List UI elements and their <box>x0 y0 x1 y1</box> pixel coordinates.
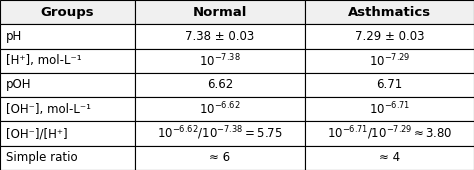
Text: 7.29 ± 0.03: 7.29 ± 0.03 <box>355 30 424 43</box>
Bar <box>305 146 474 170</box>
Text: Groups: Groups <box>41 6 94 19</box>
Text: $10^{-7.29}$: $10^{-7.29}$ <box>369 52 410 69</box>
Bar <box>0 97 135 121</box>
Text: ≈ 6: ≈ 6 <box>210 151 230 164</box>
Bar <box>135 73 305 97</box>
Bar <box>135 146 305 170</box>
Text: [H⁺], mol-L⁻¹: [H⁺], mol-L⁻¹ <box>6 54 82 67</box>
Bar <box>0 73 135 97</box>
Bar <box>0 24 135 49</box>
Text: 6.71: 6.71 <box>376 79 402 91</box>
Text: pH: pH <box>6 30 22 43</box>
Bar <box>135 97 305 121</box>
Text: $10^{-6.62}$: $10^{-6.62}$ <box>199 101 241 118</box>
Text: Asthmatics: Asthmatics <box>348 6 431 19</box>
Text: $10^{-6.71}/10^{-7.29} \approx 3.80$: $10^{-6.71}/10^{-7.29} \approx 3.80$ <box>327 125 452 142</box>
Text: 7.38 ± 0.03: 7.38 ± 0.03 <box>185 30 255 43</box>
Text: pOH: pOH <box>6 79 31 91</box>
Bar <box>305 0 474 24</box>
Bar <box>305 97 474 121</box>
Text: ≈ 4: ≈ 4 <box>379 151 400 164</box>
Bar <box>135 0 305 24</box>
Bar <box>0 0 135 24</box>
Text: $10^{-6.62}/10^{-7.38} = 5.75$: $10^{-6.62}/10^{-7.38} = 5.75$ <box>157 125 283 142</box>
Bar <box>0 146 135 170</box>
Text: 6.62: 6.62 <box>207 79 233 91</box>
Text: [OH⁻]/[H⁺]: [OH⁻]/[H⁺] <box>6 127 67 140</box>
Text: $10^{-7.38}$: $10^{-7.38}$ <box>199 52 241 69</box>
Bar <box>0 121 135 146</box>
Text: $10^{-6.71}$: $10^{-6.71}$ <box>369 101 410 118</box>
Text: Simple ratio: Simple ratio <box>6 151 77 164</box>
Bar <box>135 49 305 73</box>
Bar <box>0 49 135 73</box>
Bar <box>135 24 305 49</box>
Text: Normal: Normal <box>193 6 247 19</box>
Bar <box>135 121 305 146</box>
Bar <box>305 73 474 97</box>
Bar <box>305 24 474 49</box>
Bar <box>305 121 474 146</box>
Bar <box>305 49 474 73</box>
Text: [OH⁻], mol-L⁻¹: [OH⁻], mol-L⁻¹ <box>6 103 91 116</box>
